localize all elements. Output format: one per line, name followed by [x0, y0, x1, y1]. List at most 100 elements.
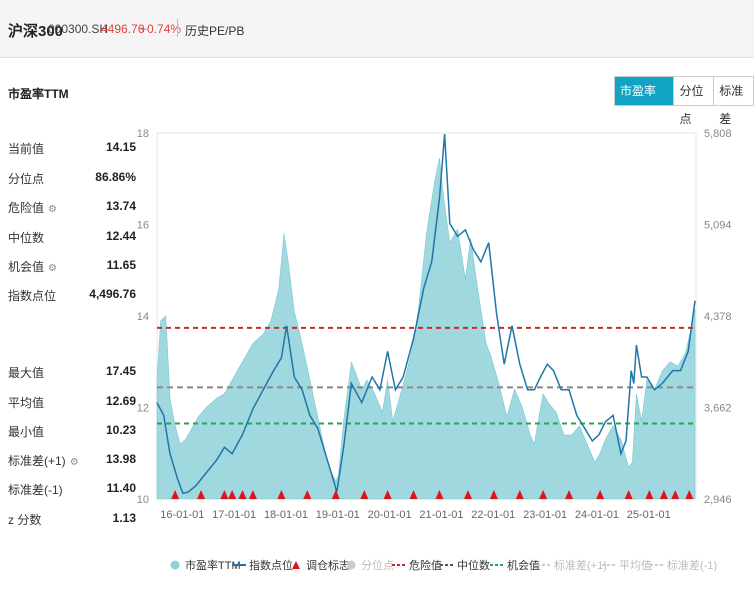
- right-axis-tick: 5,808: [704, 128, 732, 140]
- stat-value: 13.98: [105, 452, 136, 466]
- left-axis-tick: 16: [137, 220, 149, 232]
- x-axis-tick: 21-01-01: [419, 509, 463, 521]
- rebalance-marker: [685, 490, 694, 499]
- stat-max: 最大值 17.45: [8, 362, 136, 382]
- index-line: [156, 133, 696, 495]
- gear-icon[interactable]: ⚙: [48, 263, 57, 274]
- x-axis-tick: 19-01-01: [316, 509, 360, 521]
- stat-label: 危险值 ⚙: [8, 201, 57, 215]
- left-axis-tick: 18: [137, 128, 149, 140]
- legend-item-中位数[interactable]: 中位数: [440, 557, 490, 573]
- stat-label: 中位数: [8, 231, 45, 245]
- right-axis-tick: 5,094: [704, 219, 732, 231]
- left-axis-tick: 14: [137, 311, 149, 323]
- legend-dash-icon: [490, 564, 504, 566]
- left-axis-tick: 10: [137, 494, 149, 506]
- x-axis-tick: 25-01-01: [627, 509, 671, 521]
- rebalance-marker: [596, 490, 605, 499]
- right-axis-tick: 4,378: [704, 311, 732, 323]
- rebalance-marker: [303, 490, 312, 499]
- card-title: 市盈率TTM: [8, 87, 69, 101]
- stat-min: 最小值 10.23: [8, 421, 136, 441]
- stat-index-level: 指数点位 4,496.76: [8, 285, 136, 305]
- gear-icon[interactable]: ⚙: [48, 204, 57, 215]
- legend-dash-icon: [650, 564, 664, 566]
- rebalance-marker: [409, 490, 418, 499]
- x-axis-tick: 20-01-01: [368, 509, 412, 521]
- rebalance-marker: [539, 490, 548, 499]
- stat-value: 86.86%: [95, 170, 136, 184]
- stat-label: 指数点位: [8, 289, 57, 303]
- stat-value: 11.40: [106, 481, 136, 495]
- stat-danger: 危险值 ⚙ 13.74: [8, 197, 136, 217]
- stat-median: 中位数 12.44: [8, 227, 136, 247]
- stat-label: z 分数: [8, 513, 42, 527]
- legend-item-调仓标志[interactable]: 调仓标志: [289, 557, 350, 573]
- legend-item-机会值[interactable]: 机会值: [490, 557, 540, 573]
- right-axis-tick: 2,946: [704, 494, 732, 506]
- rebalance-marker: [171, 490, 180, 499]
- legend-item-指数点位[interactable]: 指数点位: [232, 557, 293, 573]
- legend-circle-icon: [346, 560, 356, 570]
- left-axis-tick: 12: [137, 403, 149, 415]
- stat-std-minus: 标准差(-1) 11.40: [8, 479, 136, 499]
- index-name: 沪深300: [8, 23, 64, 40]
- legend-item-市盈率TTM[interactable]: 市盈率TTM: [168, 557, 241, 573]
- stat-value: 14.15: [105, 140, 136, 154]
- rebalance-marker: [238, 490, 247, 499]
- legend-circle-icon: [170, 560, 180, 570]
- pe-chart[interactable]: 10 12 14 16 18 2,946 3,662 4,378 5,094 5,808 16-01…: [0, 58, 754, 548]
- rebalance-marker: [277, 490, 286, 499]
- index-code: 000300.SH: [48, 22, 109, 36]
- stat-z-score: z 分数 1.13: [8, 509, 136, 529]
- rebalance-marker: [228, 490, 237, 499]
- rebalance-marker: [331, 490, 340, 499]
- gear-icon[interactable]: ⚙: [69, 457, 79, 468]
- x-axis-tick: 22-01-01: [471, 509, 515, 521]
- legend-item-平均值[interactable]: 平均值: [602, 557, 652, 573]
- legend-dash-icon: [602, 564, 616, 566]
- history-pe-pb-link[interactable]: 历史PE/PB: [185, 24, 245, 38]
- valuation-card: 市盈率TTM 市盈率TTM 分位点 标准差 当前值 14.15 分位点 86.86%…: [0, 57, 754, 605]
- rebalance-marker: [463, 490, 472, 499]
- rebalance-marker: [624, 490, 633, 499]
- right-axis-tick: 3,662: [704, 402, 732, 414]
- tab-std-dev[interactable]: 标准差: [713, 77, 753, 126]
- rebalance-marker: [220, 490, 229, 499]
- stat-value: 12.44: [105, 229, 136, 243]
- stat-value: 17.45: [105, 364, 136, 378]
- stat-value: 4,496.76: [89, 287, 136, 301]
- legend-item-标准差(+1)[interactable]: 标准差(+1): [537, 557, 607, 573]
- x-axis-tick: 17-01-01: [212, 509, 256, 521]
- x-axis-tick: 16-01-01: [160, 509, 204, 521]
- rebalance-marker: [671, 490, 680, 499]
- legend-dash-icon: [537, 564, 551, 566]
- stat-label: 标准差(+1) ⚙: [8, 454, 79, 468]
- stat-std-plus: 标准差(+1) ⚙ 13.98: [8, 450, 136, 470]
- index-change: +0.74%: [140, 22, 182, 36]
- header-bar: 沪深300 000300.SH 4496.76 +0.74% 历史PE/PB: [0, 0, 754, 55]
- stat-value: 13.74: [105, 199, 136, 213]
- rebalance-marker: [565, 490, 574, 499]
- stat-label: 分位点: [8, 172, 45, 186]
- stat-label: 当前值: [8, 142, 45, 156]
- stat-label: 最小值: [8, 425, 45, 439]
- legend-item-标准差(-1)[interactable]: 标准差(-1): [650, 557, 717, 573]
- x-axis-tick: 23-01-01: [523, 509, 567, 521]
- stat-value: 11.65: [106, 258, 136, 272]
- stat-label: 平均值: [8, 396, 45, 410]
- legend-dash-icon: [440, 564, 454, 566]
- legend-item-危险值[interactable]: 危险值: [392, 557, 442, 573]
- x-axis-tick: 24-01-01: [575, 509, 619, 521]
- pe-ttm-area: [156, 158, 696, 500]
- stat-opportunity: 机会值 ⚙ 11.65: [8, 256, 136, 276]
- tab-percentile[interactable]: 分位点: [673, 77, 714, 126]
- stat-value: 10.23: [105, 423, 136, 437]
- tab-pe-ttm[interactable]: 市盈率TTM: [615, 77, 674, 126]
- legend-item-分位点[interactable]: 分位点: [344, 557, 394, 573]
- legend-line-icon: [232, 564, 246, 566]
- rebalance-marker: [197, 490, 206, 499]
- rebalance-marker: [435, 490, 444, 499]
- stat-percentile: 分位点 86.86%: [8, 168, 136, 188]
- stat-value: 12.69: [105, 394, 136, 408]
